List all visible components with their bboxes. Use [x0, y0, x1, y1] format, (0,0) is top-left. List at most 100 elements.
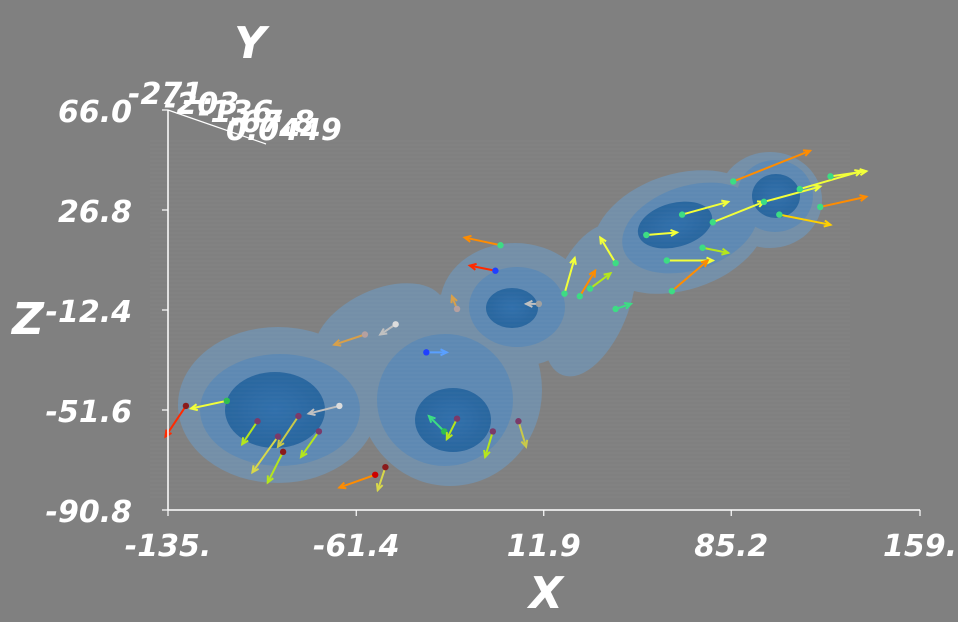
vector-head — [462, 234, 472, 243]
vector-shaft — [190, 399, 228, 410]
vector-seed-point — [730, 178, 737, 185]
vector-head — [706, 256, 716, 265]
vector-shaft — [589, 272, 612, 290]
vector-head — [440, 348, 450, 357]
vector-shaft — [276, 415, 300, 448]
vector-field — [164, 149, 869, 493]
vector-shaft — [645, 231, 679, 236]
vector-shaft — [427, 415, 446, 433]
vector-seed-point — [663, 257, 670, 264]
vector-head — [670, 229, 680, 237]
vector-shaft — [333, 333, 366, 346]
vector-shaft — [241, 420, 259, 446]
vector-arrow — [612, 301, 634, 313]
vector-arrow — [332, 331, 369, 347]
vector-arrow — [827, 168, 869, 180]
vector-shaft — [711, 200, 765, 224]
vector-shaft — [563, 256, 576, 295]
vector-arrow — [699, 244, 731, 256]
vector-head — [859, 194, 869, 202]
vector-seed-point — [453, 305, 461, 313]
vector-head — [299, 449, 308, 459]
vector-head — [450, 294, 458, 304]
vector-seed-point — [223, 397, 231, 405]
vector-seed-point — [279, 448, 287, 456]
vector-arrow — [276, 412, 302, 449]
z-tick-label: 66.0 — [58, 95, 132, 130]
scanline-overlay — [150, 140, 850, 500]
vector-seed-point — [586, 285, 594, 292]
vector-arrow — [576, 268, 597, 300]
vector-arrow — [586, 271, 613, 292]
vector-shaft — [307, 404, 341, 415]
vector-seed-point — [497, 242, 504, 249]
vector-seed-point — [392, 321, 399, 328]
vector-arrow — [445, 415, 461, 442]
vector-head — [240, 437, 249, 447]
vector-arrow — [188, 397, 231, 412]
y-axis-line — [167, 109, 267, 145]
vector-arrow — [760, 184, 823, 206]
vector-head — [823, 219, 833, 228]
vector-head — [813, 184, 823, 192]
vector-arrow — [462, 234, 504, 249]
vector-arrow — [266, 448, 287, 485]
vector-arrow — [164, 402, 190, 439]
vector-seed-point — [361, 331, 369, 338]
vector-seed-point — [817, 203, 824, 211]
vector-arrow — [561, 255, 577, 297]
vector-seed-point — [489, 428, 497, 435]
vector-head — [427, 414, 436, 424]
vector-arrow — [423, 348, 450, 357]
vector-head — [337, 481, 347, 490]
vector-shaft — [578, 269, 597, 298]
vector-head — [599, 235, 607, 245]
vector-seed-point — [827, 173, 834, 180]
vector-arrow — [515, 418, 529, 449]
z-tick-label: 26.8 — [58, 195, 132, 230]
vector-head — [802, 149, 813, 157]
vector-seed-point — [254, 418, 261, 425]
vector-head — [721, 247, 731, 256]
y-tick-label: -136. — [198, 95, 284, 130]
vector-head — [164, 429, 172, 439]
vector-arrow — [299, 428, 323, 459]
x-tick-label: -135. — [125, 529, 211, 564]
vector-head — [276, 439, 285, 449]
vector-seed-point — [668, 287, 676, 295]
axes: -135. -61.4 11.9 85.2 159. X 66.0 26.8 -12.4 -51.… — [10, 18, 957, 619]
vector-head — [306, 408, 316, 416]
x-tick-label: 85.2 — [694, 529, 768, 564]
vector-arrow — [378, 321, 399, 336]
vector-head — [523, 299, 533, 308]
z-axis-title: Z — [10, 294, 45, 345]
z-tick-label: -90.8 — [46, 495, 132, 530]
vector-shaft — [829, 170, 868, 178]
x-tick-label: 159. — [883, 529, 957, 564]
vector-shaft — [300, 430, 320, 458]
vector-seed-point — [678, 211, 686, 218]
vector-seed-point — [423, 349, 430, 356]
vector-head — [721, 199, 731, 208]
vector-seed-point — [576, 293, 584, 300]
vector-seed-point — [453, 415, 461, 422]
vector-seed-point — [709, 219, 717, 226]
vector-shaft — [819, 195, 868, 208]
x-tick-label: -61.4 — [313, 529, 399, 564]
vector-arrow — [375, 463, 389, 493]
vector-arrow — [467, 262, 499, 274]
vector-arrow — [240, 418, 261, 447]
vector-shaft — [732, 149, 812, 183]
vector-head — [520, 439, 529, 449]
vector-arrow — [427, 414, 448, 435]
vector-seed-point — [371, 471, 379, 478]
vector-head — [266, 475, 274, 485]
y-tick-label: -67.8 — [228, 105, 314, 140]
vector-shaft — [681, 200, 730, 216]
vector-head — [603, 271, 613, 280]
vector-shaft — [762, 185, 822, 203]
vector-seed-point — [760, 198, 768, 206]
x-axis-title: X — [526, 568, 565, 619]
